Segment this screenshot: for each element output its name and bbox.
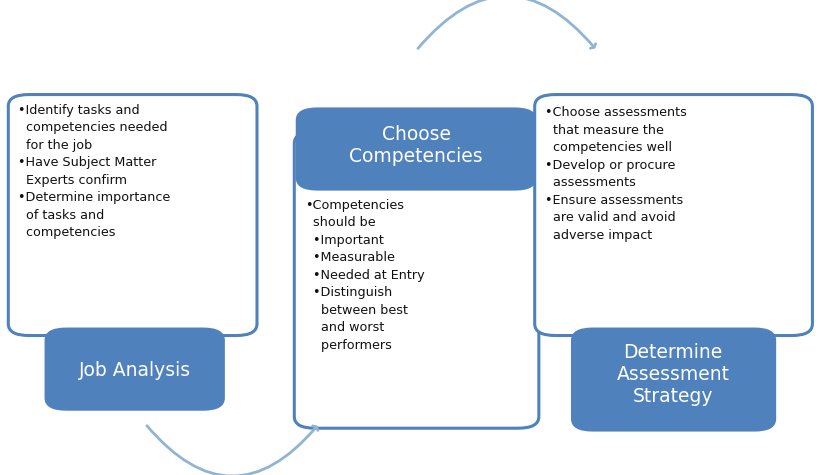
- Text: Determine
Assessment
Strategy: Determine Assessment Strategy: [616, 343, 729, 407]
- FancyBboxPatch shape: [46, 329, 224, 409]
- FancyBboxPatch shape: [8, 95, 257, 335]
- FancyBboxPatch shape: [571, 329, 774, 430]
- FancyBboxPatch shape: [296, 108, 535, 190]
- FancyBboxPatch shape: [294, 132, 538, 428]
- Text: •Competencies
  should be
  •Important
  •Measurable
  •Needed at Entry
  •Disti: •Competencies should be •Important •Meas…: [305, 199, 424, 352]
- Text: •Choose assessments
  that measure the
  competencies well
•Develop or procure
 : •Choose assessments that measure the com…: [545, 106, 686, 242]
- Text: Job Analysis: Job Analysis: [79, 361, 191, 380]
- FancyBboxPatch shape: [534, 95, 811, 335]
- Text: •Identify tasks and
  competencies needed
  for the job
•Have Subject Matter
  E: •Identify tasks and competencies needed …: [18, 104, 171, 239]
- Text: Choose
Competencies: Choose Competencies: [349, 125, 483, 166]
